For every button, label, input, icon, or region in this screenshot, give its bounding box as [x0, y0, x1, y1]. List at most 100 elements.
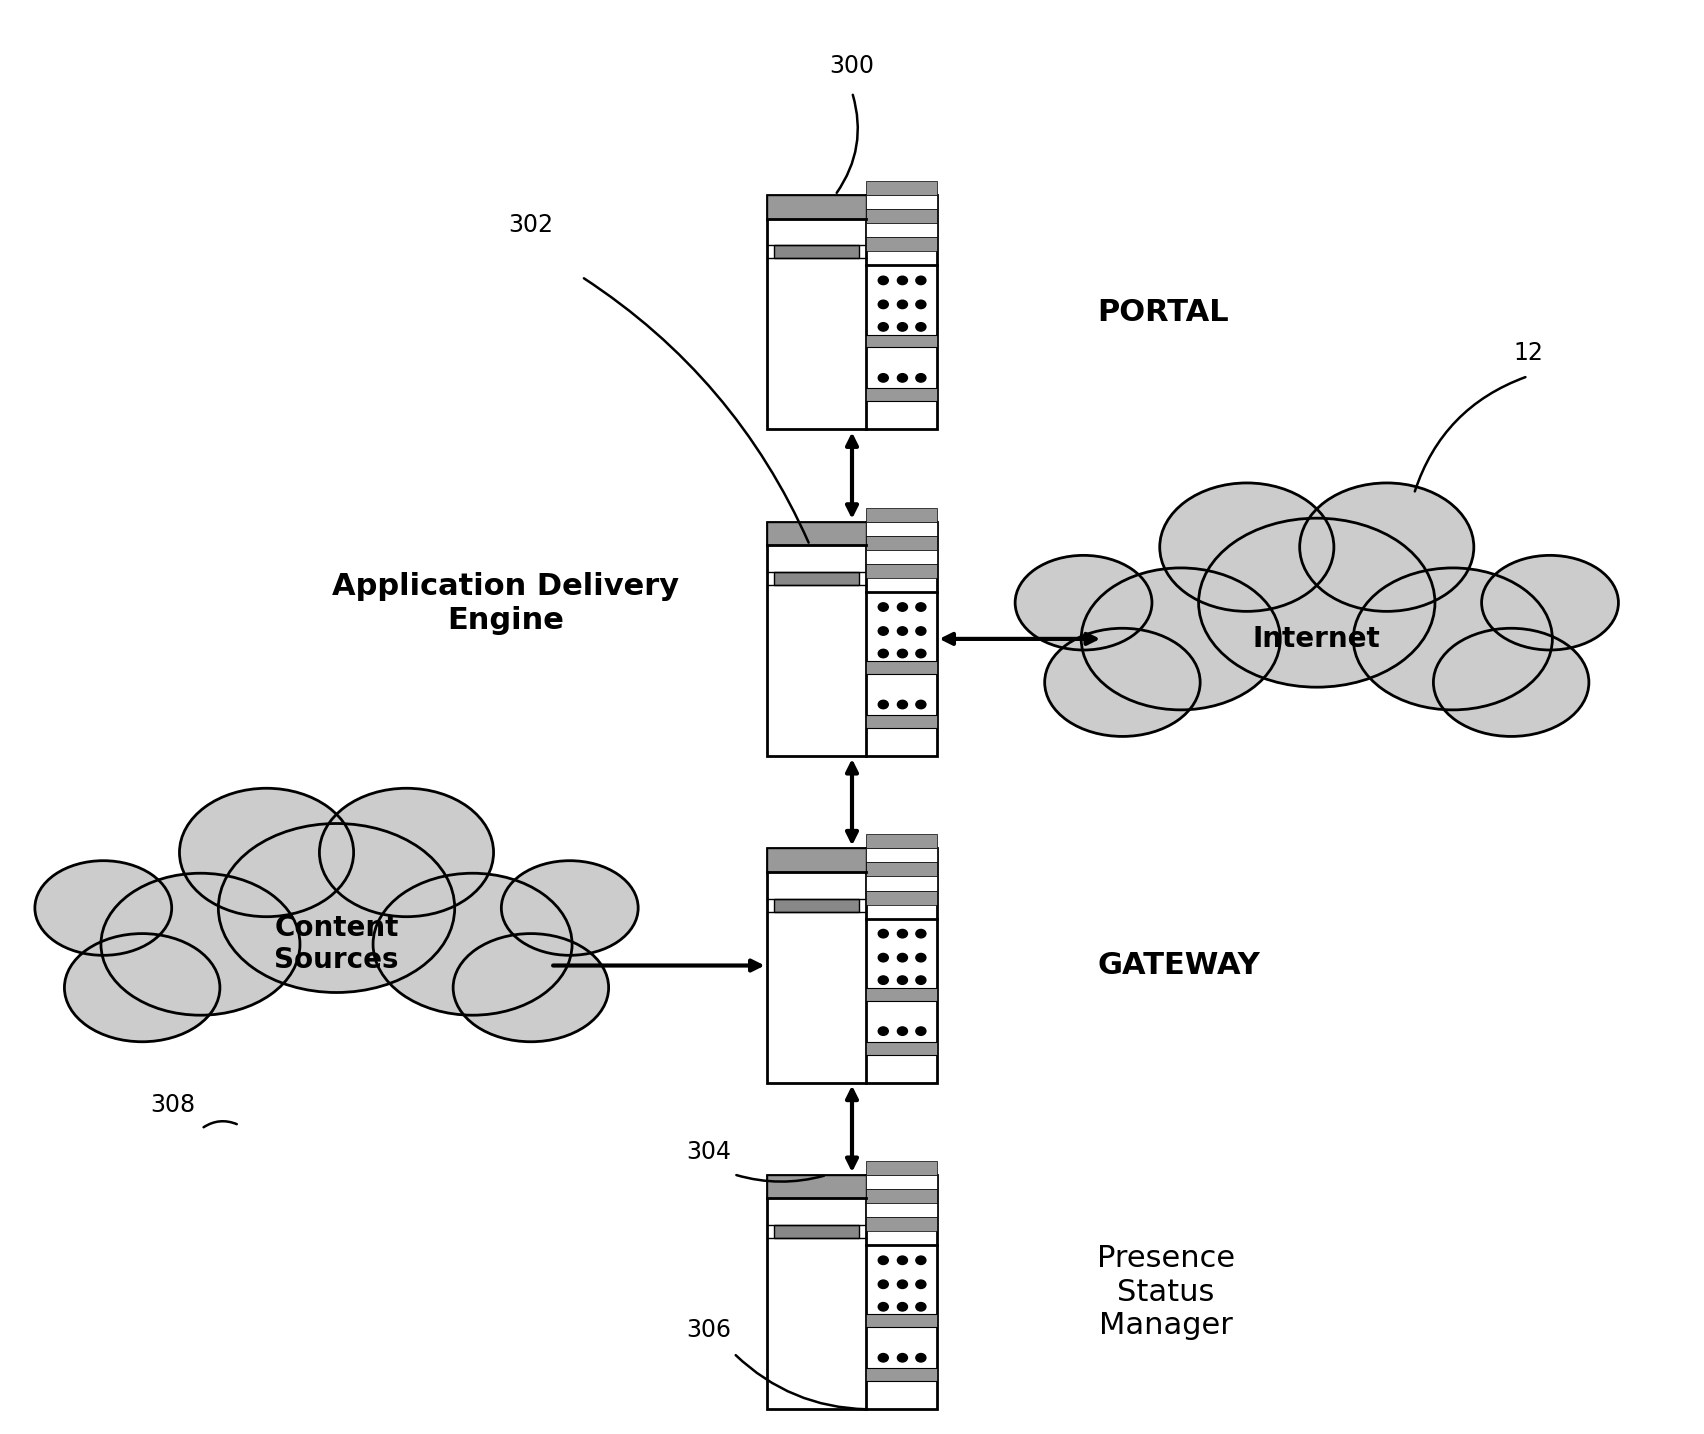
Text: Content
Sources: Content Sources	[274, 913, 399, 975]
Circle shape	[898, 323, 908, 331]
Bar	[767, 1174, 866, 1199]
Ellipse shape	[1016, 555, 1152, 650]
Circle shape	[898, 1281, 908, 1289]
Bar	[767, 522, 866, 545]
FancyBboxPatch shape	[767, 522, 937, 756]
Text: Presence
Status
Manager: Presence Status Manager	[1097, 1245, 1235, 1341]
Ellipse shape	[1045, 628, 1200, 737]
Circle shape	[898, 1354, 908, 1362]
Ellipse shape	[373, 873, 573, 1015]
Circle shape	[915, 1281, 925, 1289]
Text: PORTAL: PORTAL	[1097, 298, 1229, 327]
Ellipse shape	[319, 789, 494, 916]
Bar	[866, 508, 937, 522]
Circle shape	[915, 1302, 925, 1311]
Bar	[767, 195, 866, 218]
Ellipse shape	[179, 789, 354, 916]
Bar	[866, 1315, 937, 1328]
Text: GATEWAY: GATEWAY	[1097, 951, 1259, 979]
Circle shape	[878, 602, 888, 611]
Text: Application Delivery
Engine: Application Delivery Engine	[332, 572, 680, 635]
Circle shape	[915, 627, 925, 635]
Circle shape	[915, 929, 925, 938]
Bar	[866, 1189, 937, 1203]
Circle shape	[898, 374, 908, 381]
FancyBboxPatch shape	[767, 1174, 937, 1410]
FancyBboxPatch shape	[767, 195, 937, 429]
Ellipse shape	[1433, 628, 1588, 737]
Circle shape	[898, 977, 908, 984]
Circle shape	[878, 700, 888, 708]
Circle shape	[878, 323, 888, 331]
Ellipse shape	[1160, 483, 1334, 611]
Text: 300: 300	[830, 54, 874, 77]
Bar	[866, 181, 937, 195]
Bar	[866, 1174, 937, 1189]
Ellipse shape	[101, 873, 300, 1015]
Bar	[866, 209, 937, 224]
Circle shape	[898, 602, 908, 611]
Bar	[767, 849, 866, 872]
Bar	[866, 1217, 937, 1232]
Ellipse shape	[1300, 483, 1474, 611]
Circle shape	[878, 929, 888, 938]
Bar	[866, 334, 937, 347]
Bar	[866, 195, 937, 209]
Circle shape	[898, 1027, 908, 1035]
Bar	[866, 536, 937, 549]
Text: Internet: Internet	[1252, 625, 1380, 652]
Circle shape	[898, 929, 908, 938]
Ellipse shape	[1481, 555, 1619, 650]
Text: 302: 302	[508, 214, 554, 237]
Circle shape	[878, 977, 888, 984]
Bar	[866, 1041, 937, 1054]
Circle shape	[898, 277, 908, 284]
Bar	[866, 224, 937, 237]
Text: 304: 304	[685, 1140, 731, 1164]
Circle shape	[878, 300, 888, 308]
Bar	[866, 849, 937, 862]
Bar	[866, 891, 937, 905]
Ellipse shape	[1198, 518, 1435, 687]
Circle shape	[898, 300, 908, 308]
Ellipse shape	[1353, 568, 1552, 710]
Bar	[866, 522, 937, 536]
Bar	[866, 389, 937, 402]
Bar	[866, 564, 937, 578]
Circle shape	[915, 323, 925, 331]
Circle shape	[898, 954, 908, 962]
Circle shape	[915, 700, 925, 708]
Circle shape	[878, 627, 888, 635]
Circle shape	[878, 1256, 888, 1265]
Circle shape	[915, 977, 925, 984]
Circle shape	[915, 650, 925, 658]
Bar	[774, 572, 859, 585]
Circle shape	[878, 1281, 888, 1289]
Bar	[866, 237, 937, 251]
Circle shape	[898, 1256, 908, 1265]
Circle shape	[915, 1256, 925, 1265]
Circle shape	[915, 1354, 925, 1362]
Bar	[866, 862, 937, 876]
Circle shape	[878, 1302, 888, 1311]
Circle shape	[878, 1354, 888, 1362]
Text: 306: 306	[685, 1318, 731, 1342]
Circle shape	[898, 650, 908, 658]
Bar	[866, 1203, 937, 1217]
Ellipse shape	[501, 860, 639, 955]
Bar	[866, 1162, 937, 1174]
Circle shape	[878, 374, 888, 381]
Circle shape	[878, 650, 888, 658]
Ellipse shape	[65, 934, 220, 1041]
Bar	[774, 245, 859, 258]
Circle shape	[878, 277, 888, 284]
Circle shape	[915, 374, 925, 381]
Circle shape	[898, 700, 908, 708]
Circle shape	[915, 300, 925, 308]
Circle shape	[898, 627, 908, 635]
Bar	[866, 716, 937, 728]
Text: 308: 308	[150, 1094, 196, 1117]
Circle shape	[915, 277, 925, 284]
FancyBboxPatch shape	[767, 849, 937, 1083]
Ellipse shape	[34, 860, 172, 955]
